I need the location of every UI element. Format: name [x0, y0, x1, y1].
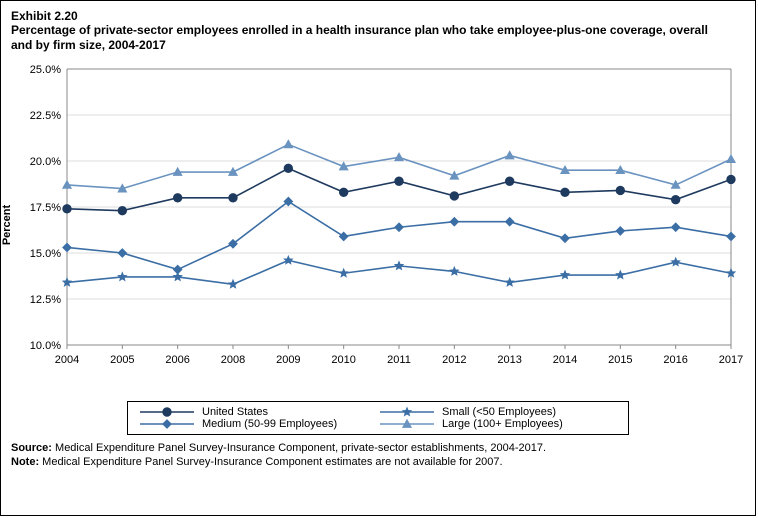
legend-label: Large (100+ Employees): [442, 418, 563, 430]
svg-text:12.5%: 12.5%: [30, 294, 61, 306]
svg-text:2011: 2011: [387, 354, 411, 366]
source-text: Medical Expenditure Panel Survey-Insuran…: [52, 442, 546, 454]
legend-item: Small (<50 Employees): [378, 406, 618, 418]
legend-swatch: [378, 418, 436, 430]
legend-label: Medium (50-99 Employees): [202, 418, 337, 430]
svg-text:2016: 2016: [663, 354, 687, 366]
svg-text:25.0%: 25.0%: [30, 64, 61, 76]
source-prefix: Source:: [11, 442, 52, 454]
legend-swatch: [138, 418, 196, 430]
svg-text:2008: 2008: [221, 354, 245, 366]
svg-text:20.0%: 20.0%: [30, 156, 61, 168]
legend-item: Medium (50-99 Employees): [138, 418, 378, 430]
svg-text:2015: 2015: [608, 354, 632, 366]
legend-label: Small (<50 Employees): [442, 406, 556, 418]
note-text: Medical Expenditure Panel Survey-Insuran…: [39, 456, 502, 468]
footer: Source: Medical Expenditure Panel Survey…: [1, 435, 755, 470]
svg-text:2009: 2009: [276, 354, 300, 366]
svg-text:10.0%: 10.0%: [30, 340, 61, 352]
note-line: Note: Medical Expenditure Panel Survey-I…: [11, 455, 745, 469]
svg-text:2005: 2005: [110, 354, 134, 366]
source-line: Source: Medical Expenditure Panel Survey…: [11, 441, 745, 455]
note-prefix: Note:: [11, 456, 39, 468]
y-axis-label: Percent: [1, 205, 13, 245]
svg-text:2013: 2013: [497, 354, 521, 366]
svg-text:2014: 2014: [553, 354, 577, 366]
svg-text:15.0%: 15.0%: [30, 248, 61, 260]
svg-text:2004: 2004: [55, 354, 79, 366]
legend: United States Small (<50 Employees) Medi…: [127, 401, 629, 435]
legend-swatch: [138, 406, 196, 418]
svg-text:2012: 2012: [442, 354, 466, 366]
chart-area: Percent 10.0%12.5%15.0%17.5%20.0%22.5%25…: [11, 55, 747, 395]
legend-label: United States: [202, 406, 268, 418]
svg-text:2010: 2010: [331, 354, 355, 366]
svg-text:22.5%: 22.5%: [30, 110, 61, 122]
svg-text:17.5%: 17.5%: [30, 202, 61, 214]
header: Exhibit 2.20 Percentage of private-secto…: [1, 1, 755, 55]
figure-container: Exhibit 2.20 Percentage of private-secto…: [0, 0, 756, 516]
svg-text:2006: 2006: [165, 354, 189, 366]
line-chart: 10.0% 12.5% 15.0% 17.5% 20.0% 22.5% 25.0% 2004 2…: [11, 55, 747, 395]
legend-swatch: [378, 406, 436, 418]
legend-item: United States: [138, 406, 378, 418]
legend-item: Large (100+ Employees): [378, 418, 618, 430]
chart-title: Percentage of private-sector employees e…: [11, 23, 731, 53]
exhibit-number: Exhibit 2.20: [11, 9, 745, 23]
svg-text:2017: 2017: [719, 354, 743, 366]
